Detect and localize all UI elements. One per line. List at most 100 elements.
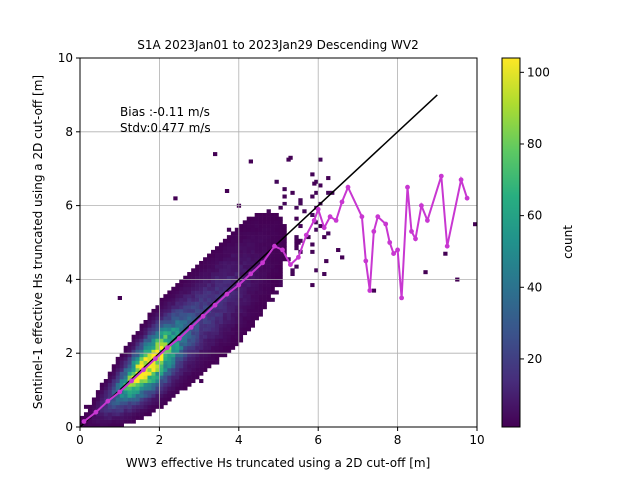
heatmap-cell <box>179 305 184 310</box>
heatmap-cell <box>226 260 232 265</box>
heatmap-cell <box>222 319 228 324</box>
heatmap-cell <box>230 294 236 299</box>
heatmap-cell <box>262 235 267 240</box>
heatmap-cell <box>195 290 200 295</box>
heatmap-cell <box>214 319 220 324</box>
heatmap-cell <box>175 316 180 321</box>
heatmap-cell <box>167 390 172 395</box>
heatmap-cell <box>211 264 216 269</box>
heatmap-cell <box>226 238 232 243</box>
heatmap-cell <box>211 312 216 317</box>
heatmap-cell <box>155 360 160 365</box>
heatmap-cell <box>274 224 279 229</box>
heatmap-cell <box>195 312 200 317</box>
line-layer <box>80 94 470 427</box>
heatmap-cell <box>163 331 168 336</box>
heatmap-cell <box>171 334 176 339</box>
heatmap-cell <box>254 316 259 321</box>
heatmap-cell <box>246 319 252 324</box>
heatmap-cell <box>218 279 224 284</box>
heatmap-cell <box>159 334 164 339</box>
heatmap-cell <box>187 349 192 354</box>
heatmap-cell <box>238 235 244 240</box>
heatmap-cell <box>238 323 244 328</box>
heatmap-cell <box>167 331 172 336</box>
heatmap-cell <box>135 353 140 358</box>
heatmap-cell <box>151 308 156 313</box>
heatmap-cell <box>254 242 259 247</box>
heatmap-cell <box>191 327 196 332</box>
heatmap-cell <box>175 382 180 387</box>
heatmap-cell <box>127 412 132 417</box>
bias-point <box>321 225 327 231</box>
heatmap-cell <box>179 379 184 384</box>
bias-point <box>405 184 410 190</box>
heatmap-cell <box>147 408 152 413</box>
heatmap-cell <box>183 323 188 328</box>
heatmap-cell <box>195 297 200 302</box>
heatmap-cell <box>195 331 200 336</box>
heatmap-cell <box>191 371 196 376</box>
heatmap-cell <box>218 305 224 310</box>
heatmap-cell <box>163 323 168 328</box>
heatmap-cell <box>248 159 253 164</box>
heatmap-cell <box>203 345 208 350</box>
heatmap-cell <box>111 423 117 427</box>
heatmap-cell <box>230 253 236 258</box>
heatmap-cell <box>266 279 271 284</box>
heatmap-cell <box>183 360 188 365</box>
heatmap-cell <box>191 312 196 317</box>
heatmap-cell <box>115 408 120 413</box>
heatmap-cell <box>234 257 240 262</box>
heatmap-cell <box>107 379 113 384</box>
heatmap-cell <box>242 308 248 313</box>
heatmap-cell <box>250 301 255 306</box>
heatmap-cell <box>266 227 271 232</box>
heatmap-cell <box>254 283 259 288</box>
heatmap-cell <box>107 401 113 406</box>
heatmap-cell <box>95 419 101 424</box>
heatmap-cell <box>214 331 220 336</box>
heatmap-cell <box>246 227 252 232</box>
heatmap-cell <box>218 334 224 339</box>
heatmap-cell <box>175 331 180 336</box>
x-tick-label: 2 <box>156 433 164 447</box>
heatmap-cell <box>211 283 216 288</box>
heatmap-cell <box>226 297 232 302</box>
heatmap-cell <box>159 382 164 387</box>
heatmap-cell <box>254 264 259 269</box>
bias-point <box>339 199 345 205</box>
heatmap-cell <box>336 248 341 253</box>
heatmap-cell <box>203 272 208 277</box>
heatmap-cell <box>258 283 263 288</box>
heatmap-cell <box>199 286 204 291</box>
heatmap-cell <box>230 301 236 306</box>
heatmap-cell <box>211 286 216 291</box>
heatmap-cell <box>270 268 275 273</box>
heatmap-cell <box>207 297 212 302</box>
heatmap-cell <box>218 283 224 288</box>
heatmap-cell <box>238 264 244 269</box>
heatmap-cell <box>242 301 248 306</box>
heatmap-cell <box>147 367 152 372</box>
heatmap-cell <box>135 338 140 343</box>
heatmap-cell <box>211 334 216 339</box>
heatmap-cell <box>211 294 216 299</box>
heatmap-cell <box>167 371 172 376</box>
heatmap-cell <box>266 260 271 265</box>
bias-point <box>464 195 470 201</box>
heatmap-cell <box>111 404 117 409</box>
heatmap-cell <box>238 338 244 343</box>
heatmap-cell <box>214 305 220 310</box>
heatmap-cell <box>155 375 160 380</box>
heatmap-cell <box>222 238 228 243</box>
heatmap-cell <box>218 268 224 273</box>
heatmap-cell <box>258 224 263 229</box>
heatmap-cell <box>246 224 252 229</box>
heatmap-cell <box>371 288 377 293</box>
heatmap-cell <box>135 375 140 380</box>
heatmap-cell <box>203 327 208 332</box>
heatmap-cell <box>179 386 184 391</box>
heatmap-cell <box>115 415 120 420</box>
bias-point <box>117 389 123 395</box>
